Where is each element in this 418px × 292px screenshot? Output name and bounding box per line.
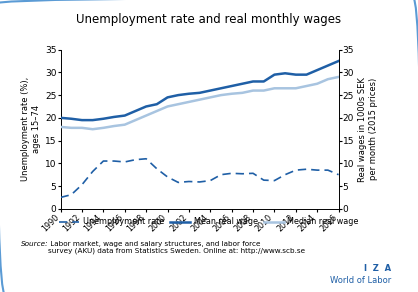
Text: Unemployment rate and real monthly wages: Unemployment rate and real monthly wages (76, 13, 342, 26)
Text: I  Z  A: I Z A (364, 264, 391, 273)
Legend: Unemployment rate, Mean real wage, Median real wage: Unemployment rate, Mean real wage, Media… (56, 214, 362, 230)
Text: World of Labor: World of Labor (329, 276, 391, 285)
Y-axis label: Unemployment rate (%),
ages 15–74: Unemployment rate (%), ages 15–74 (21, 77, 41, 181)
Y-axis label: Real wages in 1000s SEK
per month (2015 prices): Real wages in 1000s SEK per month (2015 … (358, 77, 378, 182)
Text: Source:: Source: (21, 241, 48, 247)
Text: Labor market, wage and salary structures, and labor force
survey (AKU) data from: Labor market, wage and salary structures… (48, 241, 305, 254)
